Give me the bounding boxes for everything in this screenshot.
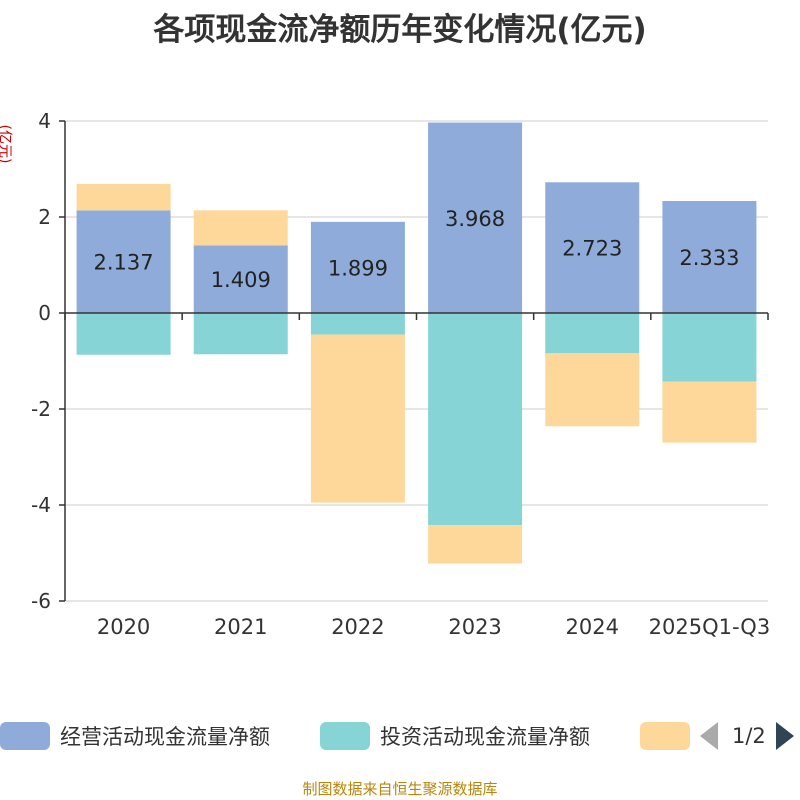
source-note: 制图数据来自恒生聚源数据库 xyxy=(302,780,498,798)
y-tick-label: -4 xyxy=(31,493,51,517)
x-tick-label-2021: 2021 xyxy=(214,615,267,639)
bar-s0-2023 xyxy=(428,122,523,313)
data-label-2025Q1-Q3: 2.333 xyxy=(679,246,739,270)
legend-swatch-investing xyxy=(320,722,370,750)
bar-s1-2020 xyxy=(76,313,171,355)
bar-s0-2022 xyxy=(310,221,405,313)
legend-item-investing[interactable]: 投资活动现金流量净额 xyxy=(320,716,590,756)
y-tick-label: 0 xyxy=(38,301,51,325)
data-labels: 2.137 1.409 1.899 3.968 2.723 2.333 xyxy=(94,207,740,292)
legend-prev-page-icon[interactable] xyxy=(700,722,718,750)
bar-s1-2022 xyxy=(310,313,405,335)
x-tick-label-2023: 2023 xyxy=(448,615,501,639)
grid-lines xyxy=(65,120,768,602)
chart-title: 各项现金流净额历年变化情况(亿元) xyxy=(153,12,647,48)
legend-item-financing[interactable] xyxy=(640,716,690,756)
bar-s1-2023 xyxy=(428,313,523,526)
legend-swatch-financing xyxy=(640,722,690,750)
y-tick-label: -6 xyxy=(31,589,51,613)
axes: 4 2 0 -2 -4 -6 2020 2021 2022 2023 2024 2025Q1-Q3 xyxy=(31,109,770,639)
bar-s0-2020 xyxy=(76,210,171,313)
bar-s0-2021 xyxy=(193,245,288,313)
x-tick-label-2025Q1-Q3: 2025Q1-Q3 xyxy=(649,615,771,639)
bar-s1-2024 xyxy=(545,313,640,354)
bar-s0-2024 xyxy=(545,182,640,313)
bar-s2-2021 xyxy=(193,210,288,246)
bar-s2-2020 xyxy=(76,184,171,211)
legend-swatch-operating xyxy=(0,722,50,750)
legend: 经营活动现金流量净额 投资活动现金流量净额 1/2 xyxy=(0,716,800,756)
bar-s0-2025Q1-Q3 xyxy=(662,201,757,313)
bar-s2-2022 xyxy=(310,334,405,503)
y-tick-label: -2 xyxy=(31,397,51,421)
x-tick-label-2020: 2020 xyxy=(97,615,150,639)
data-label-2022: 1.899 xyxy=(328,256,388,280)
bar-s2-2023 xyxy=(428,525,523,564)
x-tick-label-2022: 2022 xyxy=(331,615,384,639)
data-label-2020: 2.137 xyxy=(94,251,154,275)
data-label-2021: 1.409 xyxy=(211,268,271,292)
legend-next-page-icon[interactable] xyxy=(775,722,794,750)
x-tick-label-2024: 2024 xyxy=(566,615,619,639)
legend-item-operating[interactable]: 经营活动现金流量净额 xyxy=(0,716,270,756)
chart-canvas: 4 2 0 -2 -4 -6 2020 2021 2022 2023 2024 2025Q1-Q3 2… xyxy=(31,109,770,639)
bar-s1-2021 xyxy=(193,313,288,355)
legend-page-indicator: 1/2 xyxy=(732,724,766,748)
bar-s2-2025Q1-Q3 xyxy=(662,381,757,443)
legend-label-operating: 经营活动现金流量净额 xyxy=(60,725,270,749)
y-tick-label: 2 xyxy=(38,205,51,229)
legend-pager: 1/2 xyxy=(700,716,794,756)
legend-label-investing: 投资活动现金流量净额 xyxy=(380,725,590,749)
y-tick-label: 4 xyxy=(38,109,51,133)
bar-s1-2025Q1-Q3 xyxy=(662,313,757,382)
bar-s2-2024 xyxy=(545,353,640,427)
data-label-2024: 2.723 xyxy=(562,237,622,261)
bars xyxy=(76,122,757,564)
data-label-2023: 3.968 xyxy=(445,207,505,231)
